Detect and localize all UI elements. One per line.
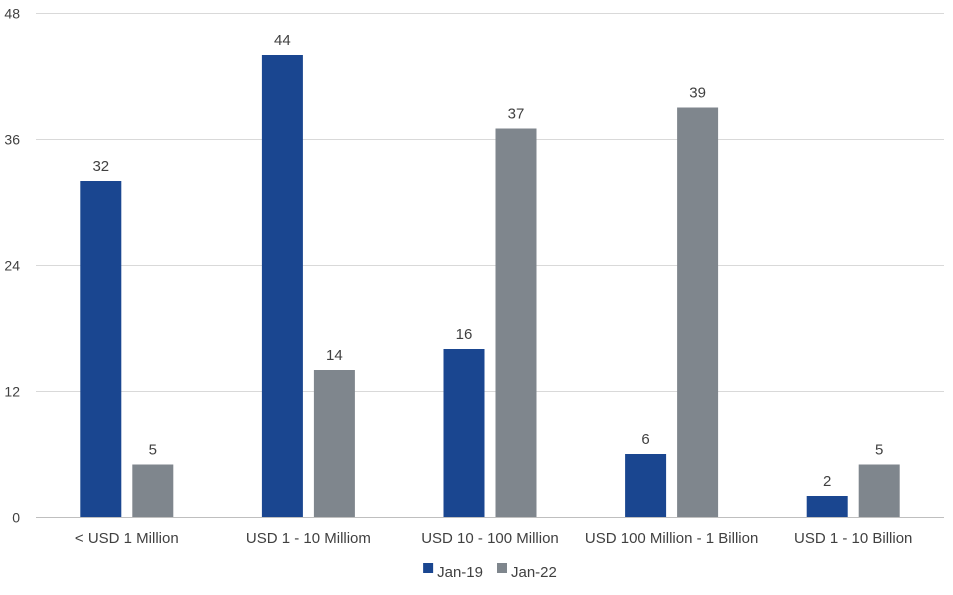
legend-label: Jan-22 xyxy=(511,564,557,581)
x-category-label: USD 1 - 10 Milliom xyxy=(246,530,371,547)
bar-jan-19 xyxy=(806,496,848,517)
bar-jan-22 xyxy=(858,464,900,517)
y-tick-label: 12 xyxy=(4,384,20,400)
data-label: 6 xyxy=(641,431,649,448)
data-label: 14 xyxy=(326,347,343,364)
x-category-label: USD 1 - 10 Billion xyxy=(794,530,912,547)
bar-jan-19 xyxy=(443,349,485,517)
legend-swatch xyxy=(497,563,507,573)
legend-label: Jan-19 xyxy=(437,564,483,581)
data-label: 2 xyxy=(823,473,831,490)
bar-jan-22 xyxy=(313,370,355,517)
x-axis-categories: < USD 1 Million USD 1 - 10 Milliom USD 10 … xyxy=(75,530,912,547)
data-label: 39 xyxy=(689,85,706,102)
x-category-label: USD 100 Million - 1 Billion xyxy=(585,530,758,547)
data-label: 5 xyxy=(149,442,157,459)
data-label: 44 xyxy=(274,32,291,49)
bar-jan-19 xyxy=(625,454,667,517)
gridlines xyxy=(36,13,944,518)
bar-jan-22 xyxy=(677,107,719,517)
data-label: 16 xyxy=(456,326,473,343)
y-axis-ticks: 0 12 24 36 48 xyxy=(4,6,20,526)
bar-jan-22 xyxy=(132,464,174,517)
legend-item: Jan-19 xyxy=(423,563,483,581)
y-tick-label: 0 xyxy=(12,510,20,526)
legend-swatch xyxy=(423,563,434,573)
data-labels: 32 5 44 14 16 37 6 39 2 5 xyxy=(92,32,883,490)
y-tick-label: 48 xyxy=(4,6,20,22)
x-category-label: USD 10 - 100 Million xyxy=(421,530,559,547)
x-category-label: < USD 1 Million xyxy=(75,530,179,547)
y-tick-label: 36 xyxy=(4,132,20,148)
bar-jan-19 xyxy=(80,181,122,517)
data-label: 32 xyxy=(92,158,109,175)
bar-jan-19 xyxy=(261,55,303,517)
legend: Jan-19 Jan-22 xyxy=(423,563,557,581)
bar-jan-22 xyxy=(495,128,537,517)
data-label: 37 xyxy=(508,106,525,123)
legend-item: Jan-22 xyxy=(497,563,557,581)
data-label: 5 xyxy=(875,442,883,459)
y-tick-label: 24 xyxy=(4,258,20,274)
bars xyxy=(80,55,900,517)
